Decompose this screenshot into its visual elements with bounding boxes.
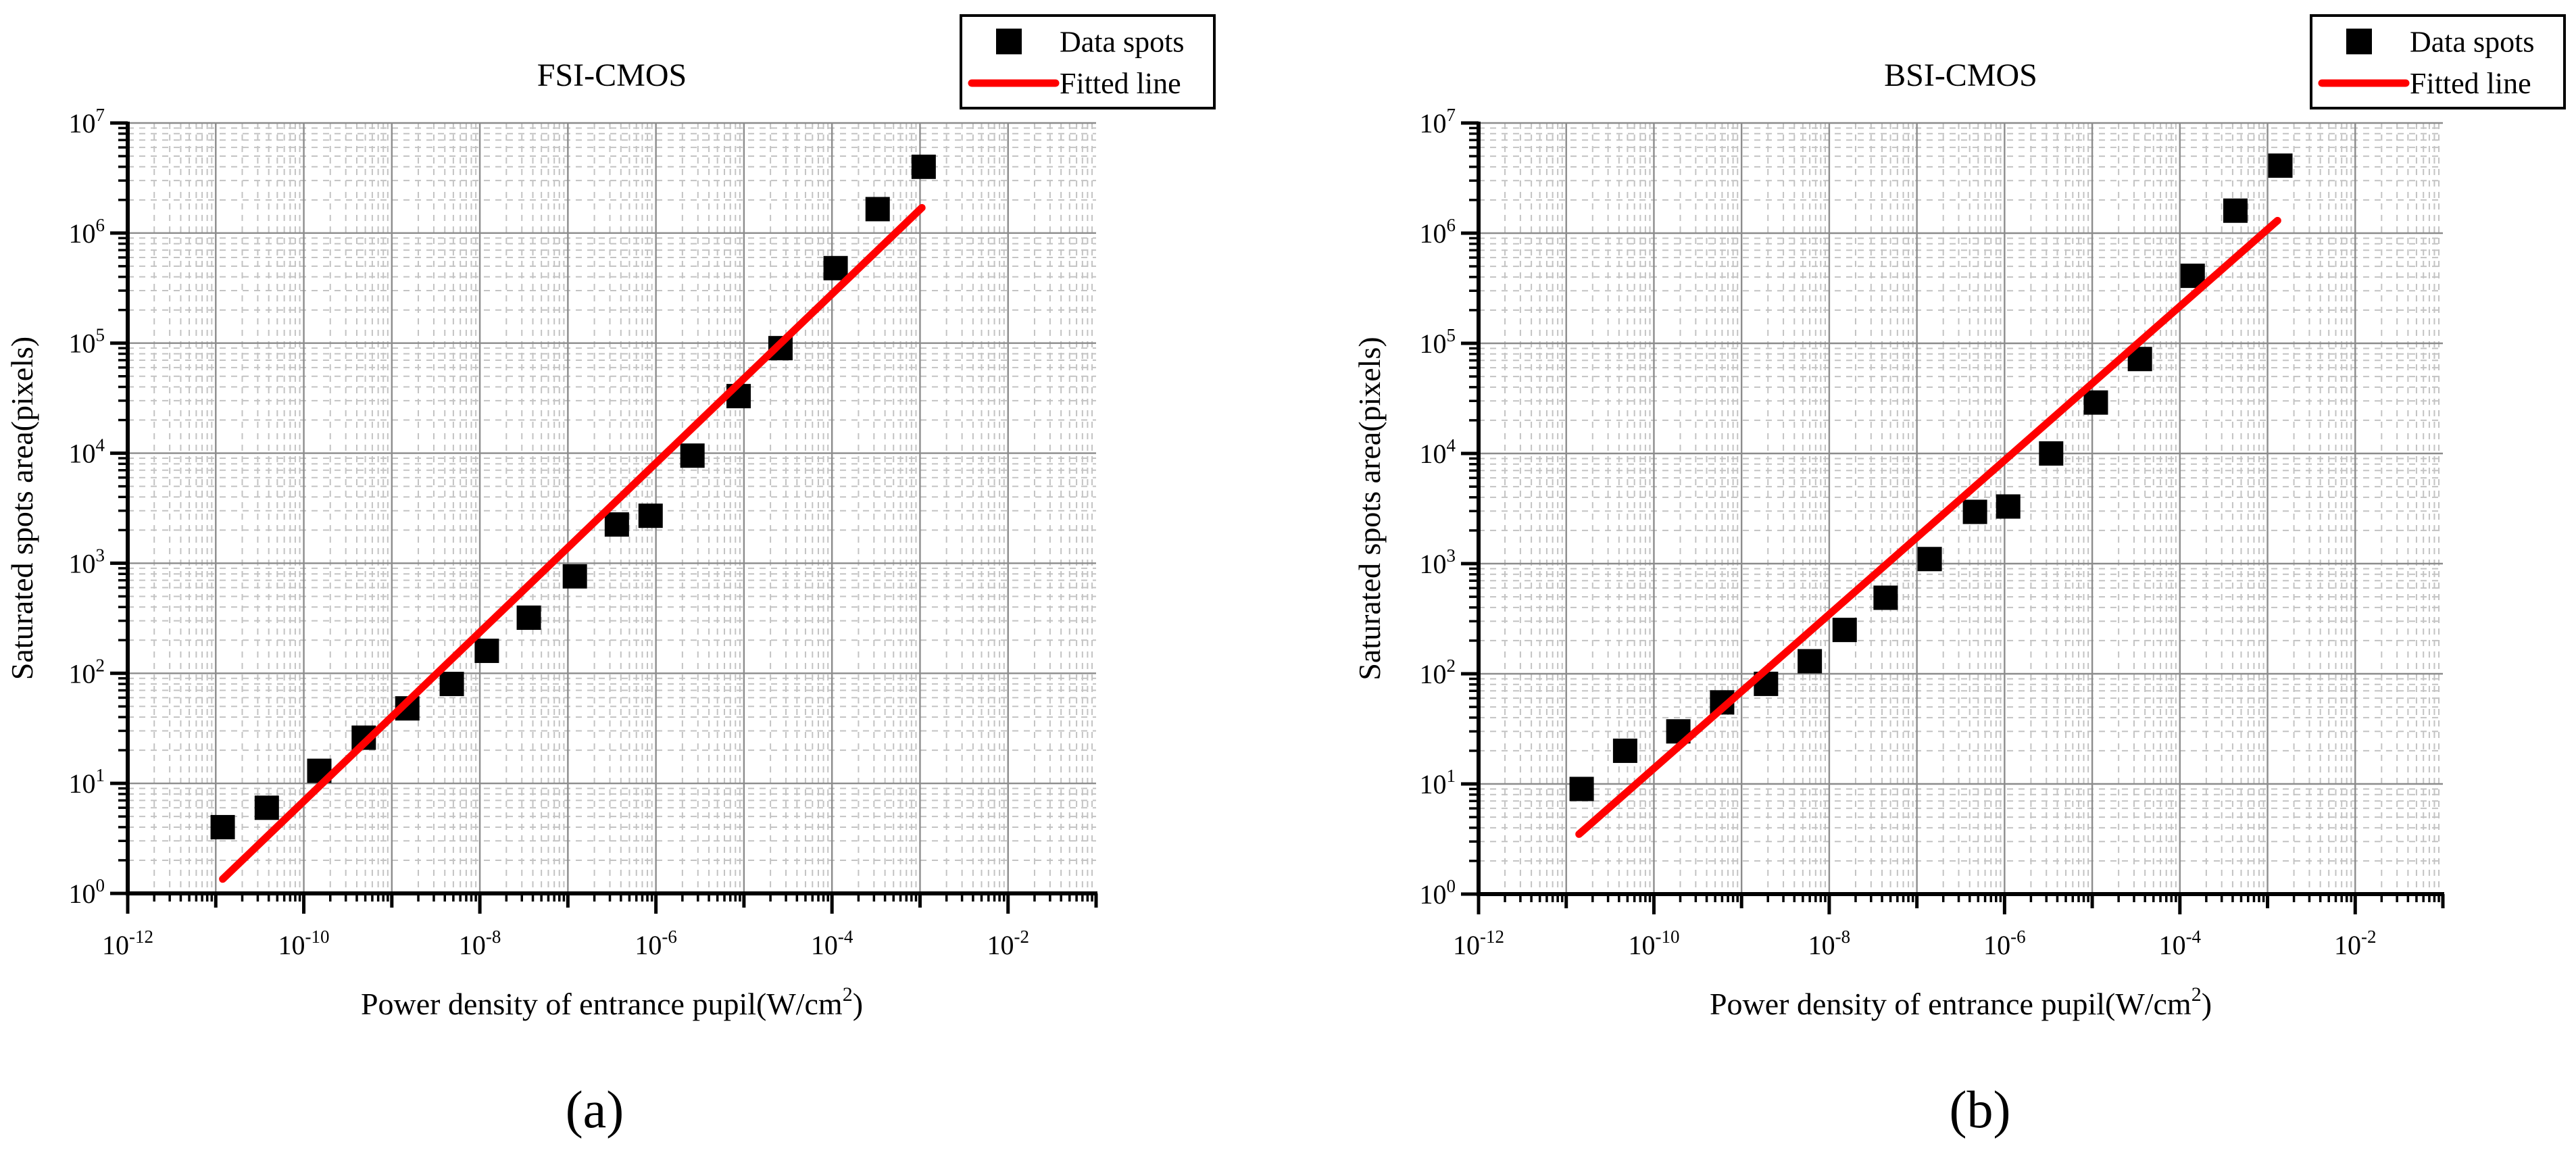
legend-marker-icon [996, 28, 1022, 55]
y-tick-label: 103 [1420, 545, 1456, 579]
y-tick-label: 102 [1420, 656, 1456, 689]
data-point-marker [1917, 547, 1942, 572]
x-tick-label: 10-6 [635, 927, 677, 960]
ticks [110, 121, 1098, 914]
data-point-marker [1569, 776, 1594, 802]
tick-labels: 10-12 10-10 10-8 10-6 10-4 10-2 100 101 102 103 10… [1420, 105, 2377, 960]
data-point-marker [911, 154, 936, 179]
legend: Data spots Fitted line [2310, 14, 2566, 109]
data-point-marker [2039, 441, 2064, 466]
data-point-marker [210, 814, 235, 839]
y-tick-label: 104 [1420, 435, 1456, 469]
grid-major [128, 122, 1096, 893]
data-point-marker [562, 564, 587, 589]
y-tick-label: 106 [69, 215, 105, 249]
plot-title-a: FSI-CMOS [537, 57, 687, 93]
data-point-marker [2083, 390, 2108, 415]
ticks [1461, 121, 2445, 914]
tick-labels: 10-12 10-10 10-8 10-6 10-4 10-2 100 101 102 103 10… [69, 105, 1029, 960]
y-tick-label: 107 [69, 105, 105, 139]
x-tick-label: 10-2 [987, 927, 1029, 960]
x-axis-label: Power density of entrance pupil(W/cm2) [361, 983, 863, 1021]
grid-minor [1479, 123, 2443, 894]
data-point-marker [1873, 585, 1898, 610]
y-axis-label: Saturated spots area(pixels) [1352, 337, 1387, 680]
fitted-line [219, 203, 926, 883]
x-tick-label: 10-2 [2334, 927, 2377, 960]
data-point-marker [439, 672, 464, 697]
data-point-marker [823, 255, 848, 280]
data-point-marker [1798, 649, 1823, 674]
x-tick-label: 10-8 [459, 927, 501, 960]
legend-label-fitted-line: Fitted line [2410, 67, 2531, 100]
y-tick-label: 104 [69, 435, 105, 469]
data-point-marker [254, 795, 279, 820]
legend-label-data-spots: Data spots [2410, 25, 2535, 58]
data-points [210, 154, 936, 839]
fitted-line [1575, 216, 2281, 838]
legend: Data spots Fitted line [960, 14, 1216, 109]
x-tick-label: 10-10 [278, 927, 330, 960]
x-tick-label: 10-6 [1983, 927, 2026, 960]
data-point-marker [1996, 494, 2021, 519]
x-axis-label: Power density of entrance pupil(W/cm2) [1710, 983, 2212, 1021]
data-point-marker [604, 512, 629, 537]
legend-marker-icon [2346, 28, 2372, 55]
grid-major [1479, 122, 2443, 894]
chart-b: 10-12 10-10 10-8 10-6 10-4 10-2 100 101 102 103 10… [1352, 14, 2566, 1139]
legend-label-data-spots: Data spots [1060, 25, 1185, 58]
subfigure-caption-a: (a) [566, 1080, 624, 1139]
y-tick-label: 107 [1420, 105, 1456, 139]
data-point-marker [2223, 198, 2248, 223]
y-tick-label: 100 [1420, 876, 1456, 910]
data-point-marker [1832, 618, 1857, 643]
x-tick-label: 10-12 [1453, 927, 1504, 960]
y-tick-label: 100 [69, 875, 105, 909]
data-point-marker [1612, 738, 1637, 763]
grid-minor [128, 123, 1096, 893]
x-tick-label: 10-12 [102, 927, 153, 960]
data-points [1569, 153, 2293, 802]
y-tick-label: 103 [69, 545, 105, 578]
data-point-marker [865, 197, 890, 222]
data-point-marker [474, 639, 499, 664]
y-tick-label: 101 [69, 765, 105, 799]
y-axis-label: Saturated spots area(pixels) [5, 337, 39, 680]
y-tick-label: 106 [1420, 215, 1456, 249]
x-tick-label: 10-4 [811, 927, 853, 960]
x-tick-label: 10-8 [1808, 927, 1851, 960]
subfigure-caption-b: (b) [1950, 1080, 2011, 1139]
chart-a: 10-12 10-10 10-8 10-6 10-4 10-2 100 101 102 103 10… [5, 14, 1216, 1139]
data-point-marker [680, 443, 705, 468]
data-point-marker [516, 606, 541, 631]
legend-label-fitted-line: Fitted line [1060, 67, 1181, 100]
plot-title-b: BSI-CMOS [1884, 57, 2037, 93]
data-point-marker [638, 503, 663, 528]
x-tick-label: 10-4 [2159, 927, 2202, 960]
data-point-marker [2268, 153, 2293, 178]
data-point-marker [1962, 499, 1987, 524]
y-tick-label: 101 [1420, 766, 1456, 799]
y-tick-label: 105 [1420, 325, 1456, 359]
y-tick-label: 102 [69, 655, 105, 689]
y-tick-label: 105 [69, 325, 105, 359]
x-tick-label: 10-10 [1628, 927, 1679, 960]
